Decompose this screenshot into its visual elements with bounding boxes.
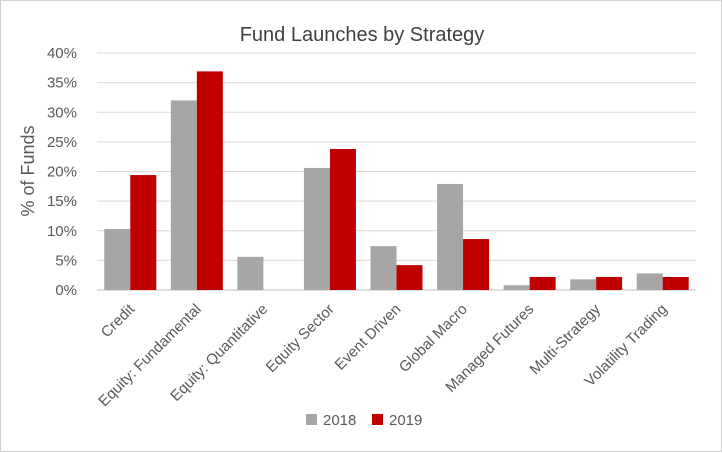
chart-title: Fund Launches by Strategy bbox=[240, 24, 485, 46]
y-tick-label: 10% bbox=[47, 223, 77, 240]
legend-label-2019: 2019 bbox=[389, 412, 422, 429]
bar-2019-3 bbox=[329, 148, 356, 290]
bar-2019-6 bbox=[529, 276, 556, 290]
bar-2019-4 bbox=[396, 265, 423, 290]
legend-swatch-2018 bbox=[306, 414, 317, 425]
category-label: Credit bbox=[98, 300, 139, 341]
y-tick-label: 20% bbox=[47, 164, 77, 181]
bar-2019-0 bbox=[130, 175, 157, 290]
category-label: Global Macro bbox=[396, 301, 471, 376]
legend-label-2018: 2018 bbox=[323, 412, 356, 429]
bar-2019-8 bbox=[662, 276, 689, 290]
y-tick-label: 15% bbox=[47, 193, 77, 210]
legend: 2018 2019 bbox=[306, 412, 422, 429]
bar-2018-4 bbox=[370, 246, 397, 290]
bar-2018-7 bbox=[570, 279, 597, 290]
bar-2018-1 bbox=[170, 100, 197, 291]
y-tick-label: 30% bbox=[47, 104, 77, 121]
category-label: Event Driven bbox=[332, 301, 405, 374]
legend-swatch-2019 bbox=[372, 414, 383, 425]
y-tick-label: 25% bbox=[47, 134, 77, 151]
y-tick-label: 0% bbox=[55, 282, 77, 299]
y-axis-ticks: 0% 5% 10% 15% 20% 25% 30% 35% 40% bbox=[47, 45, 77, 299]
bar-2018-2 bbox=[237, 256, 264, 290]
category-label: Equity Sector bbox=[263, 301, 338, 376]
bar-2018-8 bbox=[636, 273, 663, 290]
bar-2018-3 bbox=[303, 167, 330, 290]
bars bbox=[104, 71, 689, 291]
bar-2018-5 bbox=[437, 183, 464, 290]
bar-2018-0 bbox=[104, 228, 131, 290]
bar-2019-5 bbox=[463, 239, 490, 290]
y-tick-label: 35% bbox=[47, 75, 77, 92]
y-axis-label: % of Funds bbox=[18, 125, 38, 216]
bar-2019-7 bbox=[596, 276, 623, 290]
y-tick-label: 40% bbox=[47, 45, 77, 62]
bar-2018-6 bbox=[503, 285, 530, 290]
bar-2019-1 bbox=[196, 71, 223, 291]
y-tick-label: 5% bbox=[55, 252, 77, 269]
